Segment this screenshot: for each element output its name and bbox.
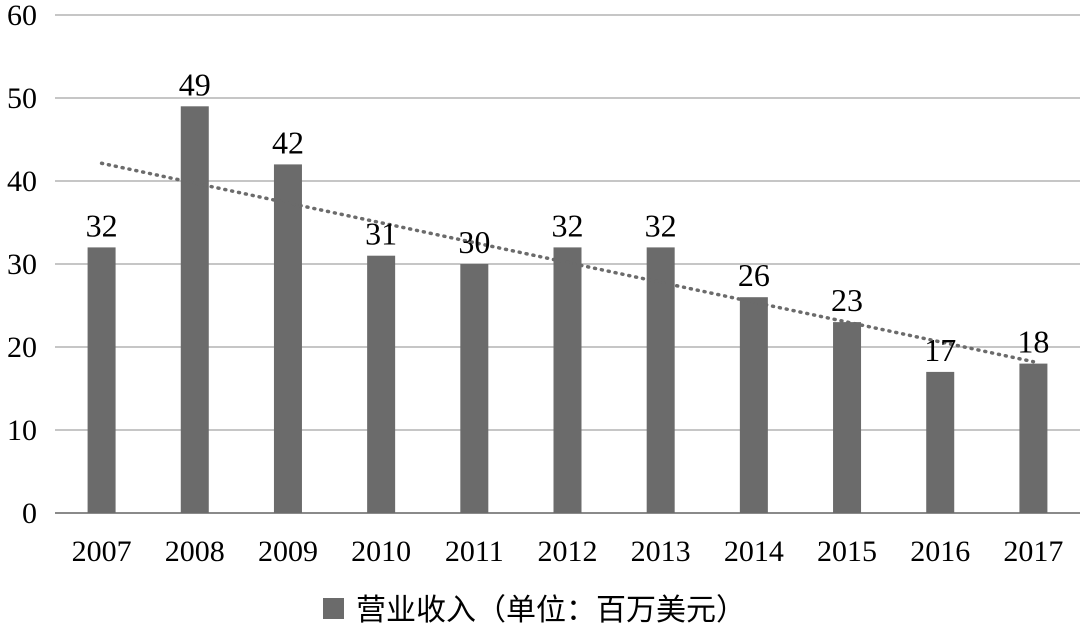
legend-label: 营业收入（单位：百万美元）: [356, 593, 746, 628]
x-tick-label-2008: 2008: [165, 535, 225, 568]
y-axis-tick-labels: 0 10 20 30 40 50 60: [7, 0, 37, 530]
data-label-2008: 49: [179, 66, 211, 102]
y-tick-label: 10: [7, 414, 37, 447]
x-axis-tick-labels: 2007 2008 2009 2010 2011 2012 2013 2014 2015 2016…: [72, 535, 1064, 568]
data-label-2016: 17: [924, 332, 956, 368]
data-label-2011: 30: [458, 224, 490, 260]
x-tick-label-2017: 2017: [1003, 535, 1063, 568]
x-tick-label-2011: 2011: [445, 535, 504, 568]
bar-2007: [87, 247, 116, 513]
data-label-2009: 42: [272, 124, 304, 160]
bar-2012: [553, 247, 582, 513]
x-tick-label-2007: 2007: [72, 535, 132, 568]
x-tick-label-2016: 2016: [910, 535, 970, 568]
x-tick-label-2015: 2015: [817, 535, 877, 568]
data-label-2017: 18: [1017, 324, 1049, 360]
data-label-2010: 31: [365, 216, 397, 252]
bar-2017: [1019, 363, 1048, 513]
legend: 营业收入（单位：百万美元）: [323, 593, 746, 628]
bar-2008: [180, 106, 209, 514]
bar-2013: [646, 247, 675, 513]
bar-2016: [926, 371, 955, 513]
x-tick-label-2009: 2009: [258, 535, 318, 568]
bars: [87, 106, 1048, 514]
x-tick-label-2010: 2010: [351, 535, 411, 568]
data-labels: 32 49 42 31 30 32 32 26 23 17 18: [86, 66, 1050, 368]
y-tick-label: 0: [22, 497, 37, 530]
bar-2010: [367, 255, 396, 513]
bar-2011: [460, 264, 489, 513]
x-tick-label-2014: 2014: [724, 535, 784, 568]
trendline: [99, 161, 1036, 364]
y-tick-label: 60: [7, 0, 37, 32]
y-tick-label: 50: [7, 82, 37, 115]
bar-2014: [739, 297, 768, 513]
y-tick-label: 30: [7, 248, 37, 281]
data-label-2012: 32: [552, 207, 584, 243]
y-tick-label: 20: [7, 331, 37, 364]
bar-2015: [833, 322, 862, 513]
x-tick-label-2012: 2012: [538, 535, 598, 568]
x-tick-label-2013: 2013: [631, 535, 691, 568]
legend-swatch: [323, 598, 344, 619]
y-tick-label: 40: [7, 165, 37, 198]
data-label-2013: 32: [645, 207, 677, 243]
data-label-2014: 26: [738, 257, 770, 293]
data-label-2015: 23: [831, 282, 863, 318]
gridlines: [55, 14, 1080, 514]
bar-2009: [273, 164, 302, 513]
data-label-2007: 32: [86, 207, 118, 243]
